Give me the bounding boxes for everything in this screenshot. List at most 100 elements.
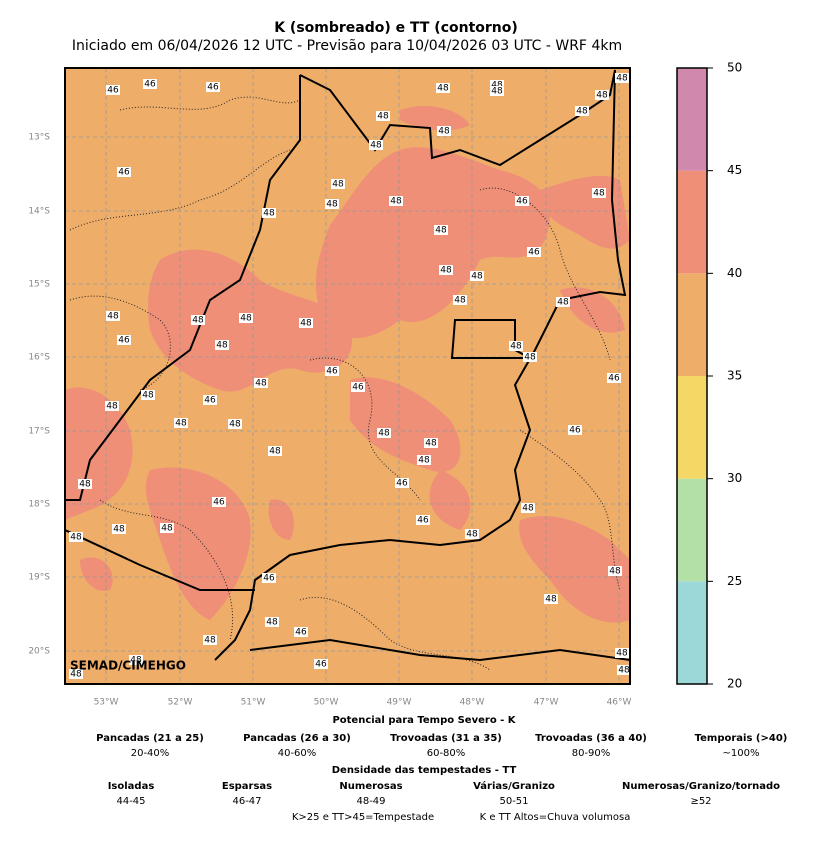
contour-label-box (568, 425, 582, 435)
legend-item-range: ≥52 (690, 796, 711, 807)
contour-label: 48 (616, 74, 628, 84)
contour-label: 48 (70, 670, 82, 680)
contour-label: 48 (437, 84, 449, 94)
lat-label: 20°S (28, 647, 50, 657)
legend-item-range: 20-40% (131, 748, 170, 759)
lon-label: 47°W (534, 698, 559, 708)
contour-label-box (160, 523, 174, 533)
contour-label: 46 (396, 479, 408, 489)
contour-label-box (129, 655, 143, 665)
colorbar-tick-label: 50 (727, 61, 742, 75)
contour-label-box (607, 373, 621, 383)
watermark: SEMAD/CIMEHGO (70, 659, 186, 673)
contour-label-box (299, 318, 313, 328)
contour-label: 48 (435, 226, 447, 236)
legend-title: Densidade das tempestades - TT (332, 765, 517, 776)
contour-label-box (615, 648, 629, 658)
contour-label-box (417, 455, 431, 465)
contour-label-box (424, 438, 438, 448)
colorbar-tick-label: 30 (727, 471, 742, 485)
contour-label: 48 (471, 272, 483, 282)
contour-label-box (78, 479, 92, 489)
contour-label: 46 (144, 80, 156, 90)
contour-label: 46 (107, 86, 119, 96)
contour-label: 48 (269, 447, 281, 457)
contour-label: 48 (545, 595, 557, 605)
contour-label: 46 (516, 197, 528, 207)
map-background (65, 68, 630, 684)
contour-label: 46 (608, 374, 620, 384)
legend-item-name: Trovoadas (36 a 40) (535, 733, 647, 744)
contour-label-box (325, 199, 339, 209)
contour-label: 48 (113, 525, 125, 535)
lon-label: 49°W (387, 698, 412, 708)
legend-item-name: Numerosas/Granizo/tornado (622, 781, 780, 792)
legend-item-range: ~100% (723, 748, 760, 759)
contour-label-box (465, 529, 479, 539)
contour-label-box (262, 573, 276, 583)
contour-label: 48 (576, 107, 588, 117)
contour-label-box (416, 515, 430, 525)
legend-item-range: 60-80% (427, 748, 466, 759)
contour-label-box (314, 659, 328, 669)
contour-label-box (389, 196, 403, 206)
contour-label-box (434, 225, 448, 235)
lon-label: 51°W (241, 698, 266, 708)
colorbar: 20 25 30 35 40 45 50 (676, 61, 742, 691)
subtitle: Iniciado em 06/04/2026 12 UTC - Previsão… (72, 38, 622, 54)
colorbar-band (677, 273, 707, 376)
contour-label-box (395, 478, 409, 488)
map: 46 46 46 48 48 48 48 48 48 48 48 48 46 48 48 48 48 48 46 48… (65, 68, 630, 684)
contour-label: 46 (295, 628, 307, 638)
contour-label-box (215, 340, 229, 350)
contour-label: 46 (352, 383, 364, 393)
contour-labels: 46 46 46 48 48 48 48 48 48 48 48 48 46 48 48 48 48 48 46 48… (69, 73, 630, 680)
colorbar-band (677, 376, 707, 479)
contour-label-box (592, 188, 606, 198)
contour-label-box (617, 665, 630, 675)
contour-label: 48 (596, 91, 608, 101)
contour-label: 46 (315, 660, 327, 670)
contour-label: 48 (255, 379, 267, 389)
contour-label: 48 (593, 189, 605, 199)
colorbar-band (677, 581, 707, 684)
contour-label: 48 (510, 342, 522, 352)
colorbar-tick-label: 35 (727, 369, 742, 383)
contour-label-box (265, 617, 279, 627)
colorbar-tick-label: 45 (727, 163, 742, 177)
contour-label: 46 (417, 516, 429, 526)
contour-label: 48 (216, 341, 228, 351)
lat-label: 13°S (28, 133, 50, 143)
title: K (sombreado) e TT (contorno) (274, 20, 518, 36)
contour-label: 48 (522, 504, 534, 514)
contour-label: 48 (192, 316, 204, 326)
lon-label: 52°W (168, 698, 193, 708)
contour-label: 46 (263, 574, 275, 584)
contour-label: 48 (425, 439, 437, 449)
legend-item-name: Pancadas (26 a 30) (243, 733, 351, 744)
contour-label: 48 (454, 296, 466, 306)
contour-label: 46 (528, 248, 540, 258)
contour-label: 48 (557, 298, 569, 308)
contour-label-box (436, 83, 450, 93)
lon-label: 53°W (94, 698, 119, 708)
contour-label-box (174, 418, 188, 428)
legend-item-name: Trovoadas (31 a 35) (390, 733, 502, 744)
contour-label-box (351, 382, 365, 392)
legend-item-range: 80-90% (572, 748, 611, 759)
legend-title: Potencial para Tempo Severo - K (332, 715, 516, 726)
contour-label: 48 (204, 636, 216, 646)
contour-label: 46 (118, 168, 130, 178)
contour-label: 48 (161, 524, 173, 534)
colorbar-tick-label: 20 (727, 677, 742, 691)
contour-label: 48 (263, 209, 275, 219)
legend-item-range: 50-51 (499, 796, 528, 807)
contour-label: 48 (466, 530, 478, 540)
contour-label-box (268, 446, 282, 456)
contour-label-box (117, 167, 131, 177)
legend-item-name: Várias/Granizo (473, 780, 555, 792)
colorbar-band (677, 170, 707, 274)
contour-label-box (325, 366, 339, 376)
contour-label: 48 (106, 402, 118, 412)
contour-label-box (490, 80, 504, 90)
